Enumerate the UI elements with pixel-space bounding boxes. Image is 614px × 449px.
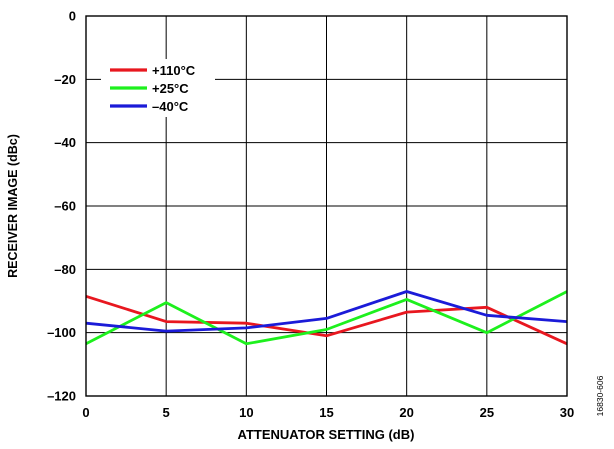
- legend-label-110c: +110°C: [152, 63, 196, 78]
- x-tick-label: 30: [560, 405, 574, 420]
- legend-label-25c: +25°C: [152, 81, 189, 96]
- y-tick-label: –40: [54, 135, 76, 150]
- y-tick-label: –60: [54, 199, 76, 214]
- x-tick-label: 0: [82, 405, 89, 420]
- y-tick-label: –120: [47, 389, 76, 404]
- legend-label-minus40c: –40°C: [152, 99, 189, 114]
- y-axis-label: RECEIVER IMAGE (dBc): [6, 134, 20, 278]
- series-group: [85, 290, 568, 346]
- y-tick-label: –80: [54, 262, 76, 277]
- figure-id: 16830-606: [595, 375, 605, 416]
- x-tick-label: 25: [480, 405, 494, 420]
- series-line-25c: [85, 290, 568, 346]
- series-line-minus40c: [85, 290, 568, 333]
- legend: +110°C +25°C –40°C: [101, 59, 215, 117]
- x-tick-label: 15: [319, 405, 333, 420]
- x-tick-label: 10: [239, 405, 253, 420]
- x-tick-label: 20: [399, 405, 413, 420]
- plot-frame: [85, 15, 568, 397]
- x-tick-label: 5: [163, 405, 170, 420]
- y-axis-ticks: 0 –20 –40 –60 –80 –100 –120: [47, 9, 76, 404]
- x-axis-ticks: 0 5 10 15 20 25 30: [82, 405, 574, 420]
- y-tick-label: 0: [69, 9, 76, 24]
- y-tick-label: –20: [54, 72, 76, 87]
- y-tick-label: –100: [47, 325, 76, 340]
- x-axis-label: ATTENUATOR SETTING (dB): [238, 427, 415, 442]
- series-line-110c: [85, 294, 568, 346]
